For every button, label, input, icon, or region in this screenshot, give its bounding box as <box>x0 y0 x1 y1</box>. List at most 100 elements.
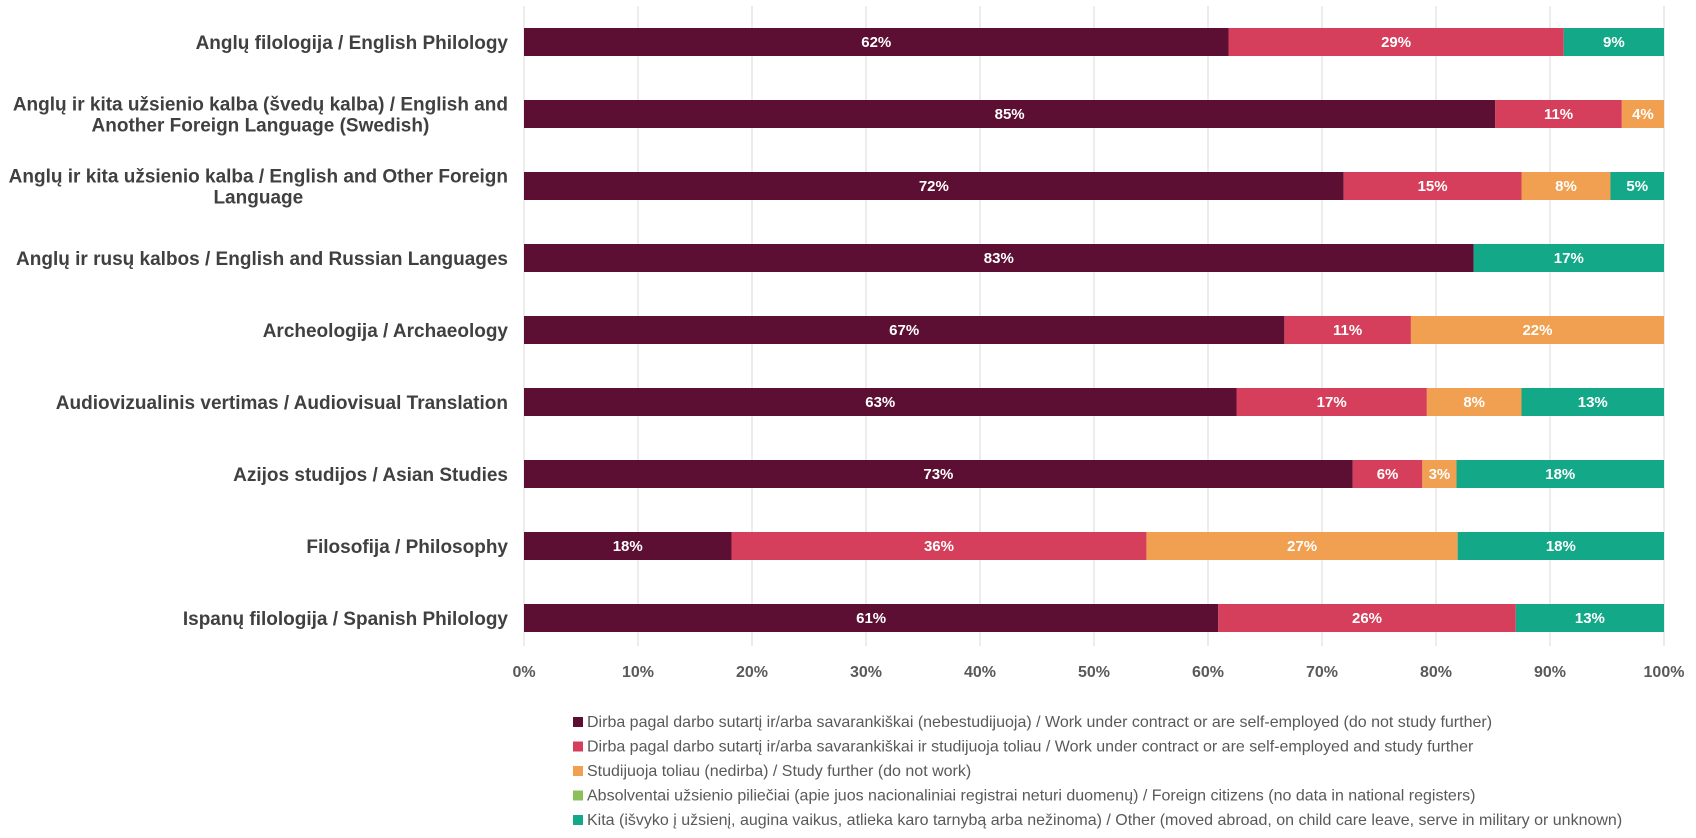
bar-segment <box>1457 532 1664 560</box>
x-tick-label: 50% <box>1078 664 1110 681</box>
category-label-line: Anglų ir rusų kalbos / English and Russi… <box>16 249 508 270</box>
x-tick-label: 100% <box>1644 664 1685 681</box>
legend-swatch <box>573 741 583 752</box>
category-label: Anglų ir rusų kalbos / English and Russi… <box>16 249 508 270</box>
bar-segment <box>1218 604 1516 632</box>
category-label-line: Anglų filologija / English Philology <box>196 33 509 54</box>
category-label-line: Azijos studijos / Asian Studies <box>233 465 508 486</box>
category-label-line: Audiovizualinis vertimas / Audiovisual T… <box>56 393 508 414</box>
category-label: Ispanų filologija / Spanish Philology <box>183 609 509 630</box>
category-label: Anglų ir kita užsienio kalba (švedų kalb… <box>13 95 508 137</box>
category-label: Azijos studijos / Asian Studies <box>233 465 508 486</box>
legend-entry: Studijuoja toliau (nedirba) / Study furt… <box>587 763 971 780</box>
data-label: 13% <box>1575 610 1605 627</box>
data-label: 26% <box>1352 610 1382 627</box>
x-tick-label: 80% <box>1420 664 1452 681</box>
bar-segment <box>1410 316 1664 344</box>
bar-segment <box>524 244 1474 272</box>
bar-segment <box>1343 172 1522 200</box>
category-label-line: Anglų ir kita užsienio kalba / English a… <box>9 167 508 188</box>
category-label: Filosofija / Philosophy <box>306 537 508 558</box>
x-tick-label: 30% <box>850 664 882 681</box>
bar-segment <box>1621 100 1664 128</box>
category-label-line: Archeologija / Archaeology <box>263 321 509 342</box>
data-label: 29% <box>1381 34 1411 51</box>
bar-segment <box>1352 460 1423 488</box>
bar-segment <box>1495 100 1622 128</box>
x-tick-label: 90% <box>1534 664 1566 681</box>
data-label: 8% <box>1555 178 1577 195</box>
data-label: 18% <box>1546 538 1576 555</box>
category-label: Archeologija / Archaeology <box>263 321 509 342</box>
data-label: 11% <box>1544 106 1573 123</box>
legend: Dirba pagal darbo sutartį ir/arba savara… <box>573 714 1622 829</box>
category-label-line: Another Foreign Language (Swedish) <box>92 116 430 137</box>
legend-entry: Kita (išvyko į užsienį, augina vaikus, a… <box>587 812 1622 829</box>
bars-layer: 62% 29% 9% 85% 11% 4% 72% 15% 8% 5% 83% 17% 67% 11% 22… <box>524 28 1664 632</box>
data-label: 13% <box>1578 394 1608 411</box>
bar-segment <box>1146 532 1458 560</box>
category-label: Anglų ir kita užsienio kalba / English a… <box>9 167 508 209</box>
data-label: 15% <box>1418 178 1448 195</box>
x-tick-label: 60% <box>1192 664 1224 681</box>
data-label: 18% <box>613 538 643 555</box>
x-tick-label: 10% <box>622 664 654 681</box>
data-label: 61% <box>856 610 886 627</box>
bar-segment <box>1563 28 1664 56</box>
bar-segment <box>1456 460 1664 488</box>
x-tick-label: 40% <box>964 664 996 681</box>
data-label: 72% <box>919 178 949 195</box>
bar-segment <box>1422 460 1457 488</box>
bar-segment <box>1236 388 1427 416</box>
data-label: 73% <box>923 466 953 483</box>
bar-segment <box>524 100 1496 128</box>
data-label: 63% <box>865 394 895 411</box>
data-label: 11% <box>1333 322 1362 339</box>
bar-segment <box>524 388 1237 416</box>
bar-segment <box>1426 388 1522 416</box>
data-label: 6% <box>1377 466 1399 483</box>
data-label: 27% <box>1287 538 1317 555</box>
x-axis-tick-labels: 0% 10% 20% 30% 40% 50% 60% 70% 80% 90% 100% <box>512 664 1684 681</box>
data-label: 36% <box>924 538 954 555</box>
category-label-line: Ispanų filologija / Spanish Philology <box>183 609 509 630</box>
legend-entry: Absolventai užsienio piliečiai (apie juo… <box>587 788 1475 805</box>
x-tick-label: 70% <box>1306 664 1338 681</box>
legend-swatch <box>573 815 583 825</box>
legend-swatch <box>573 790 583 801</box>
data-label: 9% <box>1603 34 1625 51</box>
x-tick-label: 20% <box>736 664 768 681</box>
data-label: 67% <box>889 322 919 339</box>
bar-segment <box>524 316 1285 344</box>
legend-swatch <box>573 766 583 776</box>
category-label-line: Filosofija / Philosophy <box>306 537 508 558</box>
bar-segment <box>1515 604 1664 632</box>
bar-segment <box>1473 244 1664 272</box>
data-label: 8% <box>1463 394 1485 411</box>
bar-segment <box>731 532 1147 560</box>
data-label: 62% <box>861 34 891 51</box>
data-label: 5% <box>1626 178 1648 195</box>
bar-segment <box>524 172 1344 200</box>
legend-swatch <box>573 717 583 727</box>
data-label: 3% <box>1429 466 1451 483</box>
bar-segment <box>1228 28 1564 56</box>
data-label: 85% <box>995 106 1025 123</box>
category-label-line: Language <box>213 188 303 209</box>
bar-segment <box>1521 388 1664 416</box>
category-label: Anglų filologija / English Philology <box>196 33 509 54</box>
legend-entry: Dirba pagal darbo sutartį ir/arba savara… <box>587 714 1492 731</box>
data-label: 4% <box>1632 106 1654 123</box>
bar-segment <box>1284 316 1411 344</box>
category-labels: Anglų filologija / English Philology Angl… <box>9 33 509 630</box>
bar-segment <box>1610 172 1664 200</box>
bar-segment <box>524 604 1219 632</box>
bar-segment <box>524 28 1229 56</box>
legend-entry: Dirba pagal darbo sutartį ir/arba savara… <box>587 739 1474 756</box>
category-label-line: Anglų ir kita užsienio kalba (švedų kalb… <box>13 95 508 116</box>
data-label: 17% <box>1554 250 1584 267</box>
x-tick-label: 0% <box>512 664 535 681</box>
category-label: Audiovizualinis vertimas / Audiovisual T… <box>56 393 508 414</box>
